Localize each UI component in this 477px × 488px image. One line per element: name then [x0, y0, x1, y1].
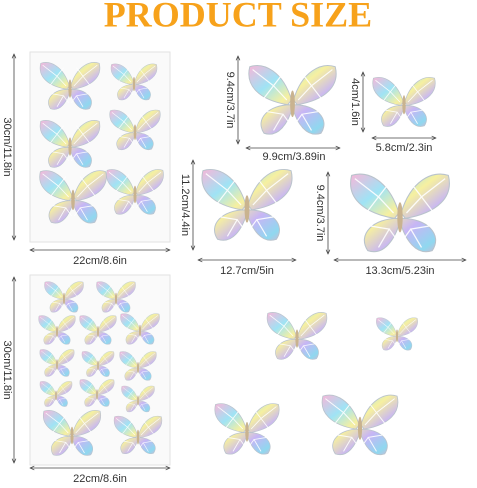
piece-height: 9.4cm/3.7in	[314, 185, 326, 242]
piece-width: 9.9cm/3.89in	[263, 151, 326, 163]
butterfly	[201, 168, 293, 241]
piece-height: 9.4cm/3.7in	[224, 72, 236, 129]
butterfly	[349, 173, 451, 253]
piece-width: 13.3cm/5.23in	[365, 265, 434, 277]
title: PRODUCT SIZE	[104, 0, 372, 34]
piece-height: 11.2cm/4.4in	[179, 174, 191, 236]
loose-butterflies	[214, 312, 419, 456]
piece-width: 5.8cm/2.3in	[376, 142, 433, 154]
piece-height: 4cm/1.6in	[349, 78, 361, 126]
sheet-width: 22cm/8.6in	[73, 473, 127, 485]
piece-width: 12.7cm/5in	[220, 265, 274, 277]
sheet-height: 30cm/11.8in	[1, 340, 13, 399]
butterfly	[372, 76, 436, 127]
butterfly	[248, 64, 337, 135]
sheet-height: 30cm/11.8in	[1, 117, 13, 176]
sheet-width: 22cm/8.6in	[73, 255, 127, 267]
